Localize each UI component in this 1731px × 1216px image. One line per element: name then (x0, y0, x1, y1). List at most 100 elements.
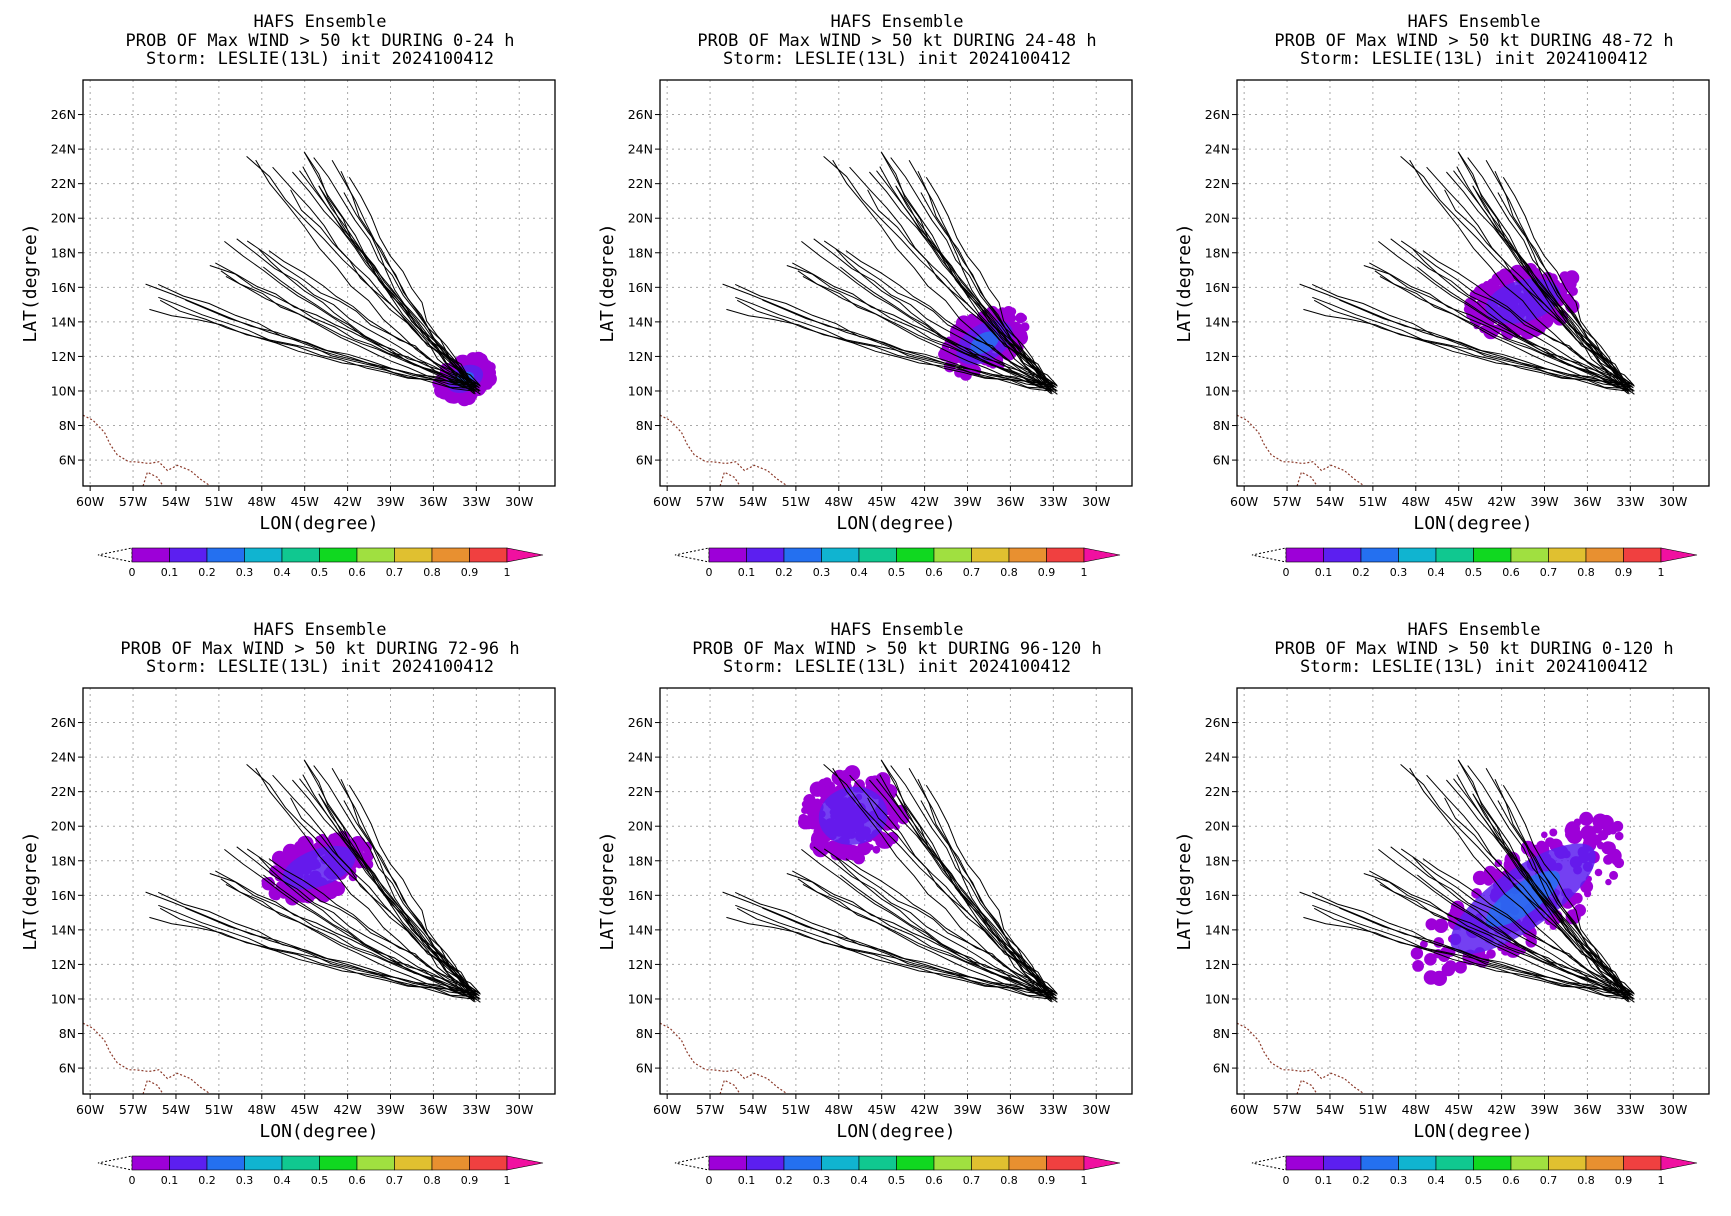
colorbar-label: 0.6 (1502, 1174, 1520, 1187)
coastline-south-america (1237, 1022, 1365, 1094)
ensemble-track (149, 916, 474, 996)
lon-tick-label: 51W (1359, 494, 1387, 509)
chart-title-line: PROB OF Max WIND > 50 kt DURING 48-72 h (1274, 31, 1673, 51)
y-axis-label: LAT(degree) (597, 223, 618, 342)
ensemble-track (1400, 240, 1630, 387)
colorbar-label: 0.8 (1000, 1174, 1018, 1187)
probability-cell (1569, 298, 1576, 306)
probability-cell (1602, 842, 1616, 855)
ensemble-track (1457, 151, 1633, 386)
lon-tick-label: 57W (1273, 1102, 1301, 1117)
colorbar-bin (896, 1155, 935, 1171)
ensemble-track (726, 308, 1051, 388)
lat-tick-label: 26N (51, 107, 76, 122)
lon-tick-label: 33W (1616, 1102, 1644, 1117)
ensemble-track (318, 793, 478, 998)
colorbar-bin (933, 547, 972, 563)
map-frame (659, 687, 1133, 1095)
lon-tick-label: 42W (1487, 1102, 1515, 1117)
lon-tick-label: 48W (248, 1102, 276, 1117)
coastline-south-america (1237, 414, 1365, 486)
lat-tick-label: 14N (51, 314, 76, 329)
ensemble-track (215, 870, 480, 994)
ensemble-track (1453, 170, 1633, 390)
lon-tick-label: 33W (1616, 494, 1644, 509)
colorbar-bin (356, 1155, 395, 1171)
lon-tick-label: 39W (1530, 494, 1558, 509)
probability-cell (812, 841, 829, 858)
ensemble-track (220, 270, 476, 392)
colorbar-label: 0.8 (1577, 1174, 1595, 1187)
ensemble-tracks (145, 759, 481, 1003)
probability-cell (897, 812, 910, 825)
colorbar-bin (394, 547, 433, 563)
colorbar-bin (1623, 547, 1662, 563)
probability-cell (1013, 330, 1028, 346)
lat-tick-label: 24N (628, 142, 653, 157)
coastline-south-america (660, 1022, 788, 1094)
colorbar-bin (356, 547, 395, 563)
coastline-south-america (83, 1022, 211, 1094)
colorbar-label: 1 (1081, 566, 1088, 579)
lon-tick-label: 45W (868, 494, 896, 509)
lon-tick-label: 45W (1445, 494, 1473, 509)
colorbar-bin (1548, 1155, 1587, 1171)
ensemble-track (313, 157, 480, 393)
probability-cell (1472, 870, 1488, 886)
colorbar-bin (1585, 1155, 1624, 1171)
coastline (660, 414, 788, 486)
colorbar-label: 0.4 (1427, 1174, 1445, 1187)
ensemble-track (823, 764, 1056, 996)
ensemble-track (1311, 891, 1630, 1000)
x-axis-label: LON(degree) (1413, 1121, 1532, 1142)
colorbar-bin (431, 547, 470, 563)
ensemble-track (802, 883, 1054, 995)
probability-cell (798, 813, 808, 824)
ensemble-track (1472, 793, 1632, 998)
lon-tick-label: 57W (119, 494, 147, 509)
lat-tick-label: 16N (1205, 888, 1230, 903)
colorbar-label: 0.5 (888, 566, 906, 579)
colorbar-bin (244, 547, 283, 563)
map-panel: HAFS Ensemble PROB OF Max WIND > 50 kt DU… (0, 0, 577, 608)
ensemble-track (845, 858, 1057, 997)
lat-tick-label: 6N (636, 1061, 653, 1076)
lon-tick-label: 39W (376, 494, 404, 509)
ensemble-track (149, 308, 474, 388)
ensemble-track (157, 891, 476, 1000)
colorbar-bin (708, 547, 747, 563)
ensemble-track (823, 240, 1053, 387)
lon-tick-label: 36W (996, 1102, 1024, 1117)
x-axis-label: LON(degree) (259, 513, 378, 534)
ensemble-track (917, 170, 1052, 394)
colorbar-bin (206, 1155, 245, 1171)
probability-cell (1007, 313, 1017, 323)
lat-tick-label: 12N (628, 349, 653, 364)
ensemble-track (925, 176, 1053, 395)
lat-tick-label: 16N (1205, 280, 1230, 295)
colorbar-high-arrow (1083, 547, 1121, 563)
colorbar-bin (1008, 547, 1047, 563)
map-panel: HAFS Ensemble PROB OF Max WIND > 50 kt DU… (1154, 0, 1731, 608)
ensemble-track (1494, 778, 1629, 1002)
chart-title-line: HAFS Ensemble (253, 12, 386, 32)
chart-title-line: PROB OF Max WIND > 50 kt DURING 0-120 h (1274, 639, 1673, 659)
ensemble-track (1400, 156, 1633, 388)
lat-tick-label: 24N (51, 142, 76, 157)
probability-cell (1538, 316, 1551, 330)
probability-cell (1541, 831, 1548, 839)
ensemble-track (792, 870, 1057, 994)
lat-tick-label: 6N (1213, 1061, 1230, 1076)
probability-cell (1597, 830, 1609, 841)
ensemble-track (1472, 793, 1634, 994)
lon-tick-label: 42W (910, 494, 938, 509)
colorbar-bin (1046, 547, 1085, 563)
lat-tick-label: 16N (51, 888, 76, 903)
colorbar-bin (1548, 547, 1587, 563)
lon-tick-label: 51W (205, 494, 233, 509)
probability-cell (1605, 878, 1612, 886)
lat-tick-label: 12N (51, 349, 76, 364)
ensemble-track (876, 170, 1056, 390)
ensemble-track (876, 778, 1056, 998)
ensemble-track (726, 916, 1051, 996)
